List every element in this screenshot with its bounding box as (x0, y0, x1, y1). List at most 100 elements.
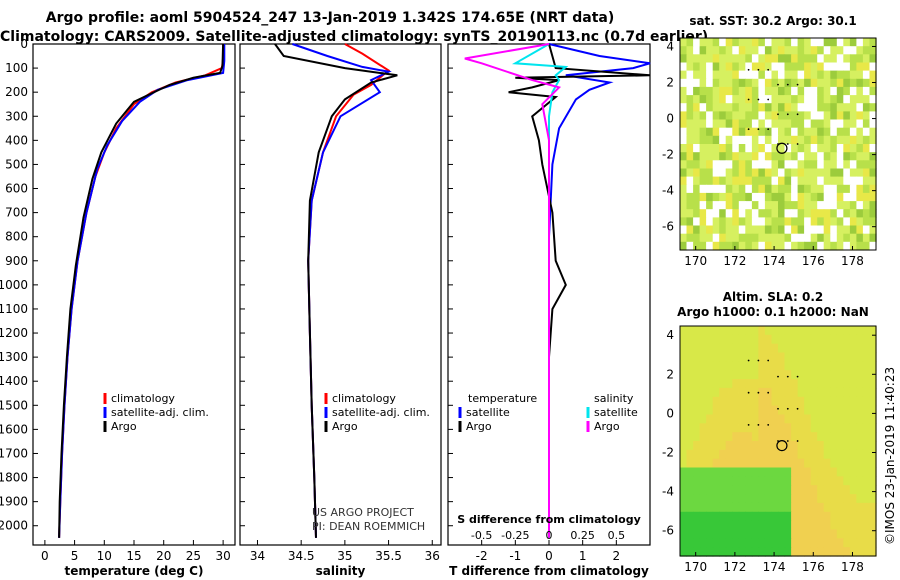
heatmap-cell (791, 111, 799, 121)
heatmap-cell (817, 547, 825, 557)
heatmap-cell (732, 119, 740, 129)
heatmap-cell (823, 103, 831, 112)
heatmap-cell (830, 441, 838, 451)
heatmap-cell (784, 494, 792, 504)
heatmap-cell (725, 449, 733, 460)
heatmap-cell (699, 529, 707, 539)
heatmap-cell (817, 127, 825, 137)
heatmap-cell (764, 326, 773, 336)
heatmap-cell (732, 233, 740, 243)
heatmap-cell (725, 502, 733, 513)
heatmap-cell (745, 352, 753, 362)
island-dot (767, 391, 770, 394)
heatmap-cell (751, 476, 760, 486)
heatmap-cell (719, 54, 727, 64)
heatmap-cell (843, 241, 851, 251)
heatmap-cell (745, 379, 753, 389)
heatmap-cell (680, 62, 688, 72)
heatmap-cell (804, 152, 812, 161)
heatmap-cell (706, 326, 714, 336)
heatmap-cell (810, 111, 818, 121)
series-line (508, 43, 651, 538)
heatmap-cell (699, 343, 707, 354)
heatmap-cell (758, 38, 766, 47)
heatmap-cell (738, 396, 746, 407)
heatmap-cell (849, 62, 858, 72)
heatmap-cell (680, 135, 688, 145)
sst-map-title: sat. SST: 30.2 Argo: 30.1 (689, 14, 856, 28)
heatmap-cell (849, 343, 858, 354)
heatmap-cell (693, 176, 701, 186)
heatmap-cell (764, 217, 773, 227)
heatmap-cell (869, 502, 877, 513)
heatmap-cell (719, 467, 727, 477)
heatmap-cell (778, 547, 786, 557)
heatmap-cell (712, 111, 720, 121)
heatmap-cell (758, 103, 766, 112)
heatmap-cell (725, 176, 733, 186)
island-dot (757, 424, 760, 426)
heatmap-cell (836, 441, 844, 451)
heatmap-cell (856, 326, 864, 336)
heatmap-cell (836, 184, 844, 194)
heatmap-cell (686, 95, 694, 104)
heatmap-cell (725, 241, 733, 251)
heatmap-cell (693, 144, 701, 153)
heatmap-cell (817, 144, 825, 153)
heatmap-cell (725, 370, 733, 380)
island-dot (796, 143, 799, 145)
x-tick-label-secondary: 0.5 (608, 529, 626, 542)
heatmap-cell (791, 103, 799, 112)
heatmap-cell (719, 201, 727, 210)
heatmap-cell (732, 176, 740, 186)
heatmap-cell (758, 449, 766, 460)
heatmap-cell (725, 225, 733, 235)
heatmap-cell (862, 184, 871, 194)
depth-tick-label: 1700 (0, 446, 28, 460)
heatmap-cell (745, 111, 753, 121)
heatmap-cell (784, 334, 792, 345)
heatmap-cell (869, 201, 877, 210)
heatmap-cell (719, 103, 727, 112)
heatmap-cell (732, 432, 740, 442)
heatmap-cell (784, 160, 792, 170)
heatmap-cell (797, 396, 805, 407)
heatmap-cell (764, 78, 773, 88)
heatmap-cell (823, 192, 831, 202)
heatmap-cell (745, 168, 753, 178)
heatmap-cell (810, 449, 818, 460)
heatmap-cell (830, 494, 838, 504)
heatmap-cell (862, 62, 871, 72)
heatmap-cell (862, 387, 871, 398)
heatmap-cell (732, 38, 740, 47)
plot-frame-1 (32, 43, 236, 546)
heatmap-cell (810, 201, 818, 210)
heatmap-cell (706, 529, 714, 539)
heatmap-cell (706, 168, 714, 178)
heatmap-cell (856, 352, 864, 362)
heatmap-cell (745, 520, 753, 531)
heatmap-cell (778, 160, 786, 170)
heatmap-cell (693, 423, 701, 433)
heatmap-cell (849, 520, 858, 531)
heatmap-cell (699, 423, 707, 433)
heatmap-cell (751, 241, 760, 251)
heatmap-cell (830, 387, 838, 398)
heatmap-cell (810, 46, 818, 55)
heatmap-cell (751, 54, 760, 64)
heatmap-cell (712, 352, 720, 362)
heatmap-cell (680, 511, 688, 522)
heatmap-cell (836, 502, 844, 513)
heatmap-cell (830, 184, 838, 194)
heatmap-cell (804, 529, 812, 539)
heatmap-cell (693, 334, 701, 345)
heatmap-cell (699, 387, 707, 398)
heatmap-cell (706, 387, 714, 398)
heatmap-cell (869, 241, 877, 251)
heatmap-cell (804, 538, 812, 548)
heatmap-cell (745, 184, 753, 194)
heatmap-cell (693, 119, 701, 129)
heatmap-cell (856, 379, 864, 389)
heatmap-cell (732, 414, 740, 424)
heatmap-cell (856, 405, 864, 416)
